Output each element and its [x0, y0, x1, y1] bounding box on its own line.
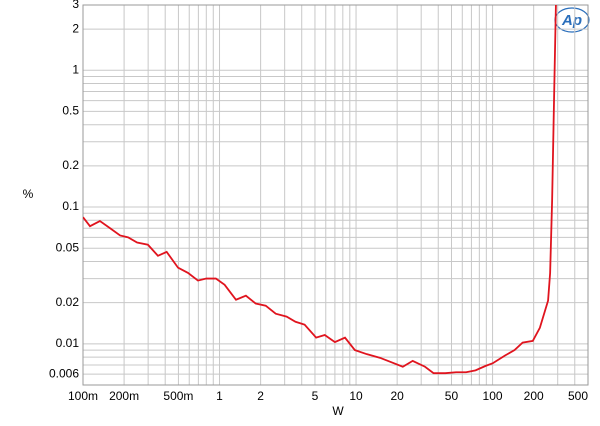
y-tick-label: 0.1 [62, 199, 79, 213]
y-tick-label: 0.01 [56, 336, 80, 350]
logo-text: Ap [561, 12, 582, 29]
logo: Ap [554, 7, 590, 33]
x-tick-label: 200m [109, 389, 139, 403]
y-axis-label: % [23, 187, 34, 201]
x-tick-label: 100m [68, 389, 98, 403]
x-tick-label: 10 [349, 389, 363, 403]
y-tick-label: 0.02 [56, 295, 80, 309]
y-tick-label: 1 [72, 62, 79, 76]
x-tick-label: 100 [483, 389, 503, 403]
x-tick-label: 200 [524, 389, 544, 403]
x-tick-label: 2 [257, 389, 264, 403]
x-tick-label: 1 [216, 389, 223, 403]
y-tick-label: 0.5 [62, 104, 79, 118]
y-tick-label: 2 [72, 21, 79, 35]
x-tick-label: 5 [312, 389, 319, 403]
x-tick-label: 50 [445, 389, 459, 403]
y-tick-label: 0.2 [62, 158, 79, 172]
plot-frame [82, 4, 589, 386]
y-tick-label: 0.05 [56, 240, 80, 254]
data-line [83, 5, 557, 375]
y-tick-label: 0.006 [49, 366, 79, 380]
x-tick-label: 500 [568, 389, 588, 403]
x-tick-label: 20 [390, 389, 404, 403]
y-tick-label: 3 [72, 0, 79, 11]
x-axis-label: W [332, 404, 344, 418]
x-tick-label: 500m [163, 389, 193, 403]
